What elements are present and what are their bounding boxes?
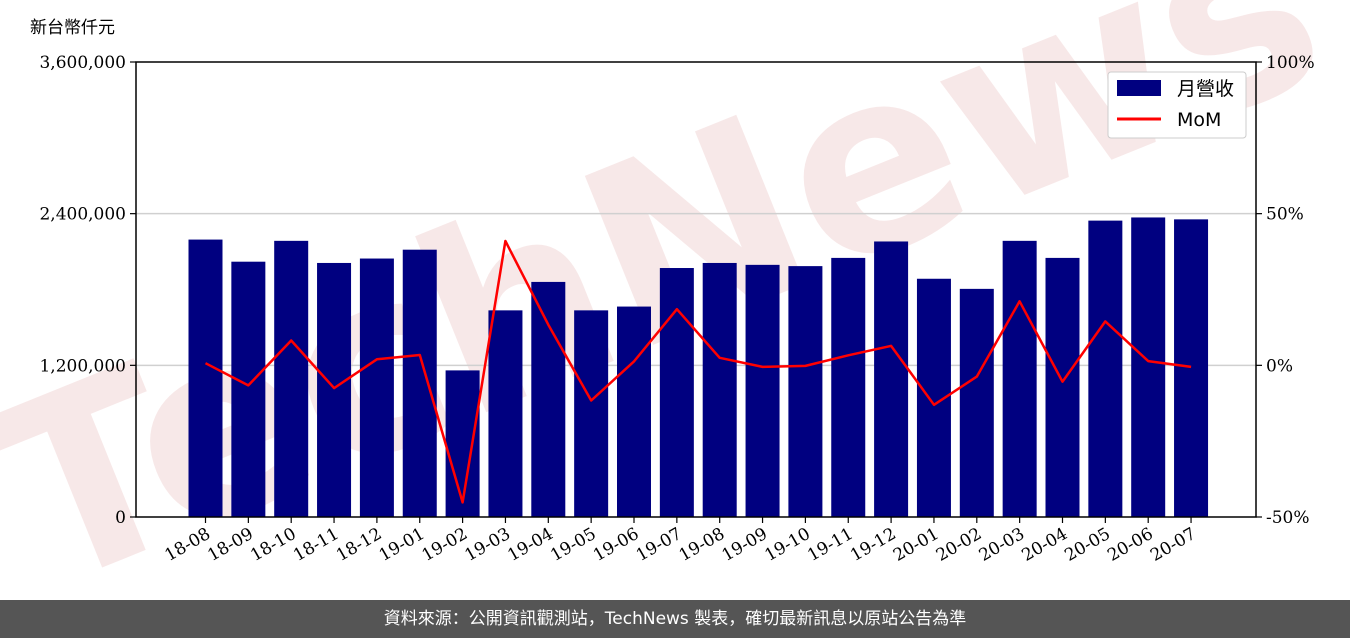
revenue-bar xyxy=(1131,217,1166,518)
y-left-tick-label: 1,200,000 xyxy=(39,356,126,376)
x-tick-label: 19-10 xyxy=(761,524,813,566)
x-tick-label: 20-07 xyxy=(1147,524,1199,566)
x-tick-label: 20-01 xyxy=(890,524,942,566)
x-tick-label: 19-11 xyxy=(804,524,856,566)
legend-label-mom: MoM xyxy=(1177,109,1221,131)
x-tick-label: 19-08 xyxy=(676,524,728,566)
mom-line xyxy=(204,239,1192,504)
revenue-bar xyxy=(445,370,480,517)
legend: 月營收 MoM xyxy=(1107,71,1247,139)
y-left-tick-label: 3,600,000 xyxy=(39,53,126,73)
revenue-bar xyxy=(531,281,566,517)
revenue-bar xyxy=(959,288,994,517)
revenue-chart: TechNews 01,200,0002,400,0003,600,000-50… xyxy=(0,0,1350,600)
revenue-bar xyxy=(1088,220,1123,518)
legend-label-revenue: 月營收 xyxy=(1177,78,1234,100)
plot-frame xyxy=(135,61,1257,518)
revenue-bar xyxy=(574,310,609,517)
bars-group xyxy=(188,217,1209,518)
x-tick-label: 19-09 xyxy=(719,524,771,566)
revenue-bar xyxy=(874,241,909,517)
x-tick-label: 19-02 xyxy=(419,524,471,566)
revenue-bar xyxy=(831,257,866,517)
revenue-bar xyxy=(617,306,651,517)
revenue-bar xyxy=(188,239,223,517)
x-tick-label: 20-03 xyxy=(976,524,1028,566)
x-tick-label: 19-07 xyxy=(633,524,685,566)
x-tick-label: 19-12 xyxy=(847,524,899,566)
x-tick-label: 19-01 xyxy=(376,524,428,566)
revenue-bar xyxy=(1045,257,1080,517)
revenue-bar xyxy=(745,264,780,517)
x-tick-label: 19-04 xyxy=(504,524,556,566)
y-right-tick-label: -50% xyxy=(1266,508,1310,528)
y-right-tick-label: 0% xyxy=(1266,356,1293,376)
legend-swatch-revenue xyxy=(1117,80,1161,96)
y-left-tick-label: 0 xyxy=(115,508,126,528)
x-tick-label: 20-05 xyxy=(1061,524,1113,566)
revenue-bar xyxy=(274,240,309,517)
revenue-bar xyxy=(488,310,523,517)
revenue-bar xyxy=(231,261,266,517)
revenue-bar xyxy=(1174,219,1209,517)
revenue-bar xyxy=(788,266,823,517)
y-left-tick-label: 2,400,000 xyxy=(39,205,126,225)
revenue-bar xyxy=(402,249,437,517)
y-right-tick-label: 50% xyxy=(1266,205,1304,225)
revenue-bar xyxy=(659,268,694,517)
revenue-bar xyxy=(702,262,737,517)
revenue-bar xyxy=(317,262,352,517)
x-tick-label: 20-04 xyxy=(1019,524,1071,566)
y-right-tick-label: 100% xyxy=(1266,53,1315,73)
revenue-bar xyxy=(359,258,394,517)
x-tick-label: 19-05 xyxy=(547,524,599,566)
x-tick-label: 19-06 xyxy=(590,524,642,566)
x-tick-label: 20-06 xyxy=(1104,524,1156,566)
revenue-bar xyxy=(1002,240,1037,517)
x-tick-label: 19-03 xyxy=(462,524,514,566)
x-tick-label: 20-02 xyxy=(933,524,985,566)
mom-line-group xyxy=(204,239,1192,504)
y-axis-unit-label: 新台幣仟元 xyxy=(30,18,115,38)
source-footer: 資料來源：公開資訊觀測站，TechNews 製表，確切最新訊息以原站公告為準 xyxy=(0,600,1350,638)
